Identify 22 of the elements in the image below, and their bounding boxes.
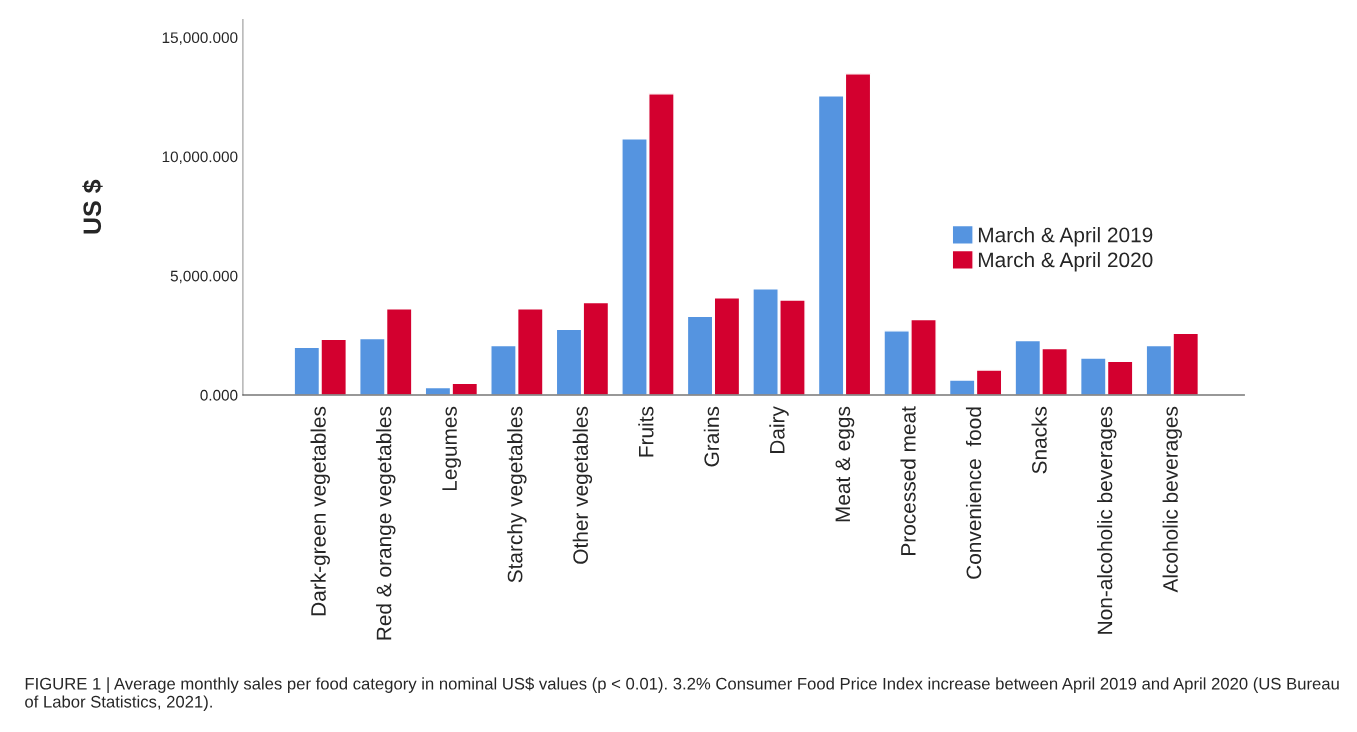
x-tick-label: Meat & eggs [835,406,855,522]
x-tick-label: Snacks [1031,406,1047,474]
x-tick-label: Grains [703,406,720,467]
legend-label: March & April 2019 [978,227,1153,247]
x-tick-label: Starchy vegetables [507,406,527,583]
x-tick-label: Legumes [442,406,462,491]
y-axis-title: US $ [82,179,103,234]
x-tick-label: Convenience food [965,407,982,579]
caption: FIGURE 1 | Average monthly sales per food category in nominal US$ values (p < 0.01). 3.2% Consumer Food Price Index increase between April 2019 and April 2020 (US Bureau of Labor Statistics, 2021). [25,677,1339,711]
y-tick-label: 0.000 [200,389,238,401]
x-tick-label: Red & orange vegetables [376,406,396,640]
y-tick-label: 15,000.000 [162,32,238,45]
y-tick-label: 5,000.000 [170,270,238,284]
x-tick-label: Dairy [769,406,789,453]
y-tick-label: 10,000.000 [162,151,238,165]
x-tick-label: Processed meat [900,406,916,555]
x-tick-label: Alcoholic beverages [1162,406,1182,593]
x-tick-label: Other vegetables [572,406,593,564]
legend-label: March & April 2020 [978,251,1153,272]
x-tick-label: Fruits [638,406,654,457]
x-tick-label: Dark-green vegetables [310,406,330,616]
x-tick-label: Non-alcoholic beverages [1097,406,1117,634]
